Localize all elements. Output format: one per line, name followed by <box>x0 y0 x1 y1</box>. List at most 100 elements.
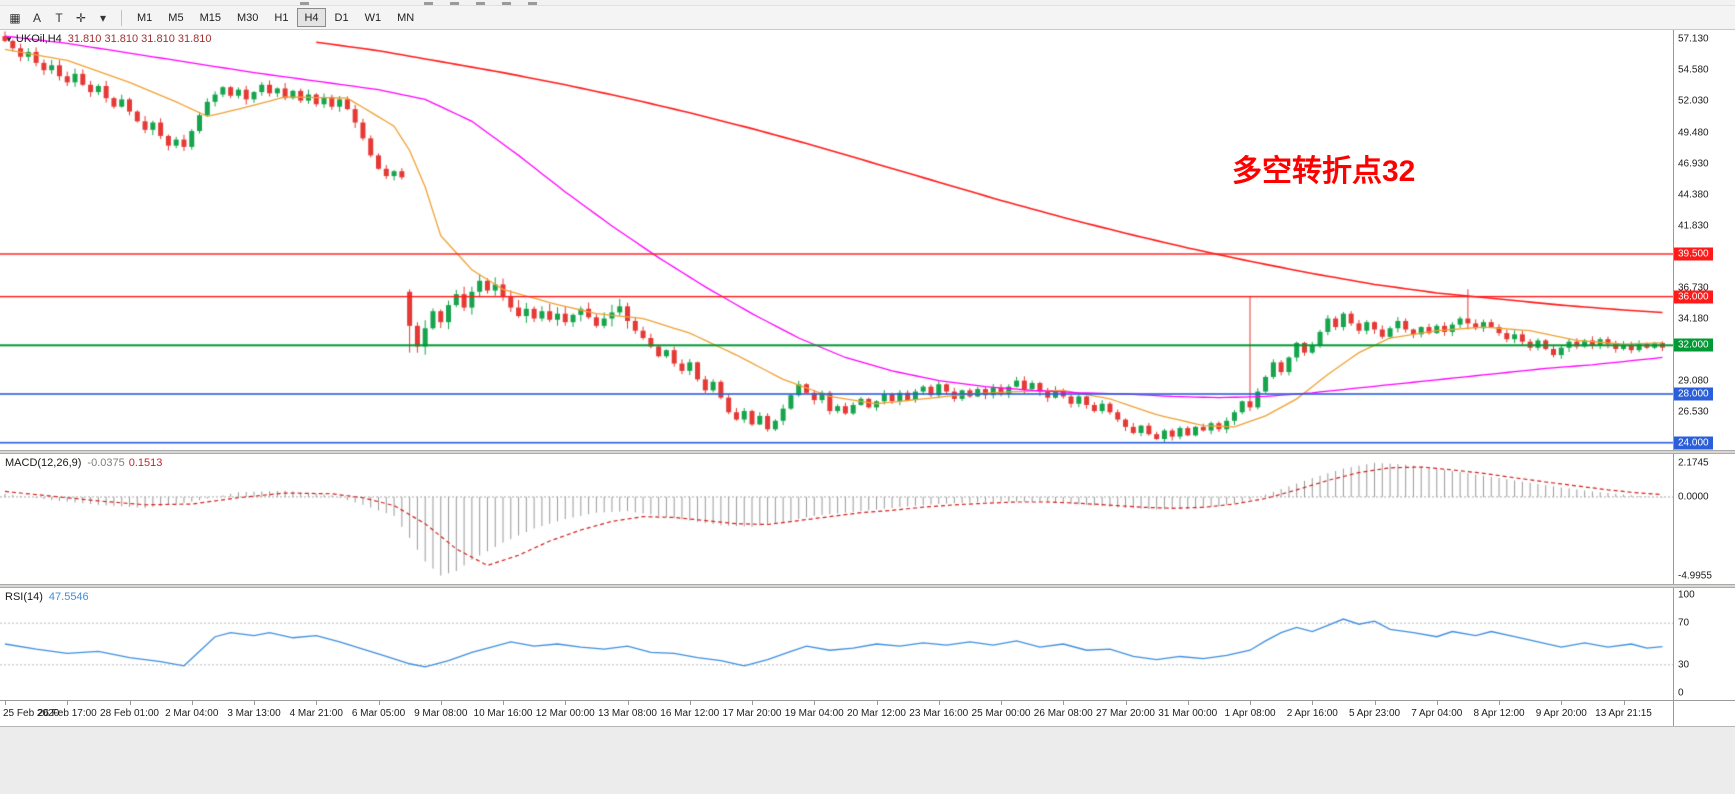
time-axis-label: 25 Mar 00:00 <box>971 708 1031 719</box>
rsi-tick-label: 0 <box>1678 687 1684 699</box>
macd-signal-value: 0.1513 <box>128 457 163 469</box>
time-axis-tick <box>254 701 255 705</box>
time-axis-label: 9 Mar 08:00 <box>414 708 468 719</box>
price-tick-label: 44.380 <box>1678 189 1709 201</box>
rsi-tick-label: 100 <box>1678 589 1695 601</box>
price-level-badge: 24.000 <box>1674 436 1713 450</box>
chart-dropdown-triangle-icon[interactable]: ▼ <box>5 35 13 44</box>
cropped-toolbar-strip <box>0 0 1735 6</box>
time-axis-tick <box>503 701 504 705</box>
time-axis-tick <box>565 701 567 705</box>
time-axis-corner <box>1673 701 1735 726</box>
chart-text-annotation[interactable]: 多空转折点32 <box>1232 155 1416 188</box>
chart-grid-tool-button[interactable]: ▦ <box>5 8 25 28</box>
time-axis-tick <box>1187 701 1189 705</box>
macd-indicator-name: MACD(12,26,9) <box>5 457 82 469</box>
price-tick-label: 34.180 <box>1678 313 1709 325</box>
panel-splitter[interactable] <box>0 584 1735 588</box>
price-tick-label: 36.730 <box>1678 282 1709 294</box>
time-axis-tick <box>191 701 193 705</box>
time-axis-tick <box>1312 701 1314 705</box>
timeframe-button-d1[interactable]: D1 <box>328 8 356 27</box>
crosshair-tool-button[interactable]: ✛ <box>71 8 91 28</box>
timeframe-button-m30[interactable]: M30 <box>230 8 265 27</box>
ohlc-values: 31.810 31.810 31.810 31.810 <box>67 33 212 45</box>
rsi-indicator-name: RSI(14) <box>5 591 43 603</box>
time-axis-label: 1 Apr 08:00 <box>1224 708 1276 719</box>
tools-dropdown-button[interactable]: ▾ <box>93 8 113 28</box>
time-axis-label: 8 Apr 12:00 <box>1473 708 1525 719</box>
price-tick-label: 52.030 <box>1678 95 1709 107</box>
toolbar-remnant-mark <box>424 2 433 5</box>
price-tick-label: 49.480 <box>1678 127 1709 138</box>
timeframe-button-h4[interactable]: H4 <box>297 8 326 27</box>
time-axis-label: 17 Mar 20:00 <box>722 708 782 719</box>
time-axis-label: 26 Mar 08:00 <box>1033 708 1093 719</box>
main-chart-canvas[interactable] <box>0 30 1673 450</box>
time-axis-tick <box>1499 701 1501 705</box>
price-tick-label: 41.830 <box>1678 220 1709 232</box>
time-axis[interactable]: 25 Feb 2020 26 Feb 17:00 28 Feb 01:00 2 Mar… <box>0 700 1735 726</box>
toolbar-remnant-mark <box>450 2 459 5</box>
price-axis[interactable]: 57.130 54.580 52.030 49.480 46.930 44.380 41.8… <box>1673 30 1735 450</box>
time-axis-tick <box>440 701 442 705</box>
time-axis-tick <box>1374 701 1376 705</box>
time-axis-label: 7 Apr 04:00 <box>1411 708 1463 719</box>
macd-tick-label: -4.9955 <box>1678 570 1712 582</box>
time-axis-label: 13 Mar 08:00 <box>598 708 657 719</box>
price-tick-label: 26.530 <box>1678 406 1709 418</box>
time-axis-label: 20 Mar 12:00 <box>847 708 906 719</box>
time-axis-label: 23 Mar 16:00 <box>909 708 969 719</box>
timeframe-button-m1[interactable]: M1 <box>130 8 159 27</box>
timeframe-button-w1[interactable]: W1 <box>358 8 389 27</box>
time-axis-label: 4 Mar 21:00 <box>289 708 343 719</box>
rsi-panel-title: RSI(14) 47.5546 <box>5 591 89 603</box>
panel-splitter[interactable] <box>0 450 1735 454</box>
time-axis-tick <box>689 701 691 705</box>
toolbar-remnant-mark <box>502 2 511 5</box>
time-axis-tick <box>938 701 940 705</box>
toolbar-remnant-mark <box>528 2 537 5</box>
macd-main-value: -0.0375 <box>87 457 125 469</box>
time-axis-label: 6 Mar 05:00 <box>351 708 406 719</box>
macd-indicator-panel: MACD(12,26,9) -0.0375 0.1513 2.1745 0.0000 -… <box>0 454 1735 584</box>
rsi-canvas[interactable] <box>0 588 1673 700</box>
time-axis-tick <box>1125 701 1127 705</box>
rsi-value: 47.5546 <box>48 591 89 603</box>
price-tick-label: 57.130 <box>1678 33 1709 45</box>
rsi-axis[interactable]: 100 70 30 0 <box>1673 588 1735 700</box>
timeframe-button-mn[interactable]: MN <box>390 8 421 27</box>
macd-canvas[interactable] <box>0 454 1673 584</box>
price-level-badge: 28.000 <box>1674 387 1713 401</box>
text-tool-button[interactable]: A <box>27 8 47 28</box>
time-axis-label: 9 Apr 20:00 <box>1535 708 1587 719</box>
time-axis-tick <box>1063 701 1065 705</box>
type-tool-button[interactable]: T <box>49 8 69 28</box>
price-level-badge: 32.000 <box>1674 338 1713 352</box>
time-axis-label: 2 Mar 04:00 <box>165 708 219 719</box>
macd-tick-label: 0.0000 <box>1678 491 1709 503</box>
time-axis-tick <box>67 701 69 705</box>
time-axis-tick <box>378 701 380 705</box>
price-tick-label: 29.080 <box>1678 375 1709 387</box>
macd-axis[interactable]: 2.1745 0.0000 -4.9955 <box>1673 454 1735 584</box>
timeframe-button-h1[interactable]: H1 <box>267 8 295 27</box>
time-axis-tick <box>627 701 629 705</box>
macd-panel-title: MACD(12,26,9) -0.0375 0.1513 <box>5 457 162 469</box>
chart-toolbar: ▦ A T ✛ ▾ M1 M5 M15 M30 H1 H4 D1 W1 MN <box>0 6 1735 30</box>
timeframe-button-group: M1 M5 M15 M30 H1 H4 D1 W1 MN <box>129 8 422 27</box>
time-axis-label: 25 Feb 2020 <box>3 708 60 719</box>
time-axis-label: 19 Mar 04:00 <box>784 708 844 719</box>
rsi-indicator-panel: RSI(14) 47.5546 100 70 30 0 <box>0 588 1735 700</box>
time-axis-tick <box>876 701 878 705</box>
timeframe-button-m5[interactable]: M5 <box>161 8 190 27</box>
time-axis-label: 26 Feb 17:00 <box>37 708 97 719</box>
time-axis-tick <box>1250 701 1252 705</box>
time-axis-tick <box>752 701 753 705</box>
rsi-tick-label: 70 <box>1678 617 1690 629</box>
bottom-chrome-strip <box>0 726 1735 794</box>
time-axis-label: 13 Apr 21:15 <box>1595 708 1652 719</box>
chart-symbol-title: ▼ UKOil,H4 31.810 31.810 31.810 31.810 <box>5 33 212 45</box>
timeframe-button-m15[interactable]: M15 <box>193 8 228 27</box>
drawing-tools-group: ▦ A T ✛ ▾ <box>4 8 114 28</box>
